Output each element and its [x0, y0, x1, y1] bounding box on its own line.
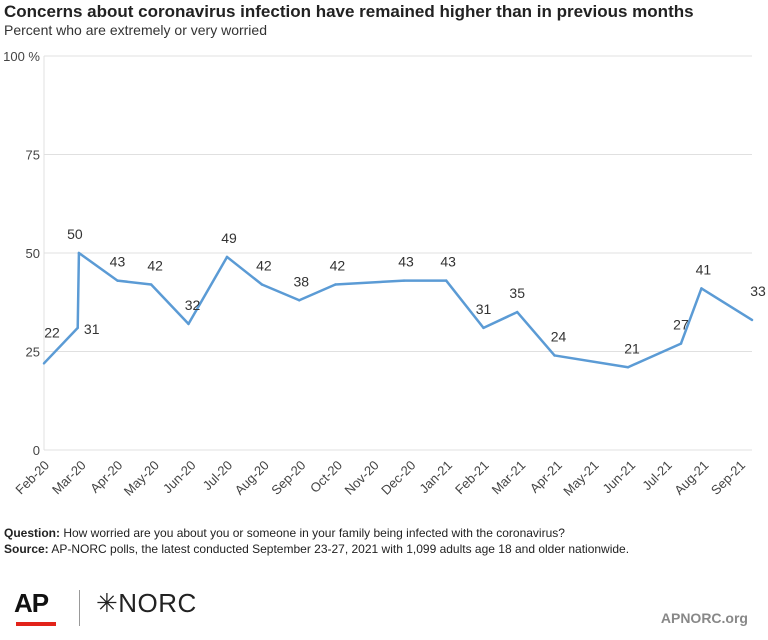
x-tick-label: Oct-20: [307, 458, 345, 496]
y-tick-label: 0: [33, 443, 40, 458]
data-label: 33: [750, 283, 766, 299]
x-tick-label: Aug-20: [232, 458, 272, 498]
data-label: 31: [84, 321, 100, 337]
data-label: 43: [110, 254, 126, 270]
chart-title: Concerns about coronavirus infection hav…: [4, 2, 694, 21]
data-label: 49: [221, 230, 237, 246]
x-tick-label: Jul-20: [200, 458, 236, 494]
y-tick-label: 100 %: [3, 49, 40, 64]
data-label: 22: [44, 324, 60, 340]
x-tick-label: Feb-21: [452, 458, 492, 498]
series-line-segment: [76, 251, 81, 330]
question-note: Question: How worried are you about you …: [4, 526, 565, 540]
series-line-segment: [77, 251, 119, 282]
source-text: AP-NORC polls, the latest conducted Sept…: [48, 542, 630, 556]
source-note: Source: AP-NORC polls, the latest conduc…: [4, 542, 629, 556]
series-line-segment: [553, 354, 630, 369]
data-label: 32: [185, 297, 201, 313]
x-tick-label: Nov-20: [342, 458, 382, 498]
x-tick-label: Mar-20: [49, 458, 89, 498]
x-tick-label: Apr-20: [87, 458, 125, 496]
norc-logo: ✳NORC: [96, 588, 197, 618]
series-line-layer: [42, 251, 754, 369]
series-line-segment: [482, 310, 519, 330]
x-tick-label: Dec-20: [378, 458, 418, 498]
data-label: 42: [330, 258, 346, 274]
x-tick-label: Apr-21: [527, 458, 565, 496]
logo-divider: [79, 590, 80, 626]
series-line-segment: [149, 283, 190, 326]
site-link[interactable]: APNORC.org: [660, 610, 748, 626]
x-tick-label: Sep-20: [268, 458, 308, 498]
data-label: 27: [673, 317, 689, 333]
data-label: 21: [624, 340, 640, 356]
x-tick-label: Jun-21: [600, 458, 639, 497]
series-line-segment: [444, 279, 485, 330]
series-line-segment: [515, 310, 556, 357]
data-labels: 22 31 50 43 42 32 49 42 38 42 43 43 31 35 24 21 27 41 33: [44, 226, 766, 356]
y-tick-label: 75: [26, 148, 40, 163]
grid-lines: [43, 55, 752, 451]
data-label: 42: [147, 258, 163, 274]
y-tick-label: 50: [26, 246, 40, 261]
ap-logo-underline: [16, 622, 56, 626]
data-label: 43: [398, 254, 414, 270]
series-line-segment: [679, 287, 703, 345]
data-label: 43: [440, 254, 456, 270]
series-line-segment: [187, 255, 229, 326]
series-line-segment: [116, 279, 153, 286]
x-tick-label: Jun-20: [160, 458, 199, 497]
source-label: Source:: [4, 542, 49, 556]
ap-logo: AP: [14, 588, 49, 618]
x-tick-label: Feb-20: [12, 458, 52, 498]
data-label: 42: [256, 258, 272, 274]
data-label: 41: [696, 261, 712, 277]
y-tick-label: 25: [26, 345, 40, 360]
series-line-segment: [225, 255, 264, 286]
question-label: Question:: [4, 526, 60, 540]
data-label: 50: [67, 226, 83, 242]
x-tick-label: Jul-21: [639, 458, 675, 494]
y-axis-ticks: 0 25 50 75 100 %: [3, 49, 40, 458]
x-tick-label: Sep-21: [708, 458, 748, 498]
x-tick-label: May-20: [121, 458, 162, 499]
data-label: 31: [476, 301, 492, 317]
x-tick-label: Mar-21: [489, 458, 529, 498]
x-tick-label: Aug-21: [671, 458, 711, 498]
data-label: 35: [509, 285, 525, 301]
series-line-segment: [334, 279, 406, 286]
data-label: 24: [551, 328, 567, 344]
question-text: How worried are you about you or someone…: [60, 526, 565, 540]
series-line-segment: [626, 342, 683, 369]
x-tick-label: May-21: [560, 458, 601, 499]
chart-subtitle: Percent who are extremely or very worrie…: [4, 22, 267, 38]
data-label: 38: [293, 273, 309, 289]
x-tick-label: Jan-21: [416, 458, 455, 497]
series-line-segment: [260, 283, 301, 302]
series-line-segment: [298, 283, 337, 302]
series-line-segment: [42, 326, 79, 365]
series-line-segment: [700, 287, 754, 322]
